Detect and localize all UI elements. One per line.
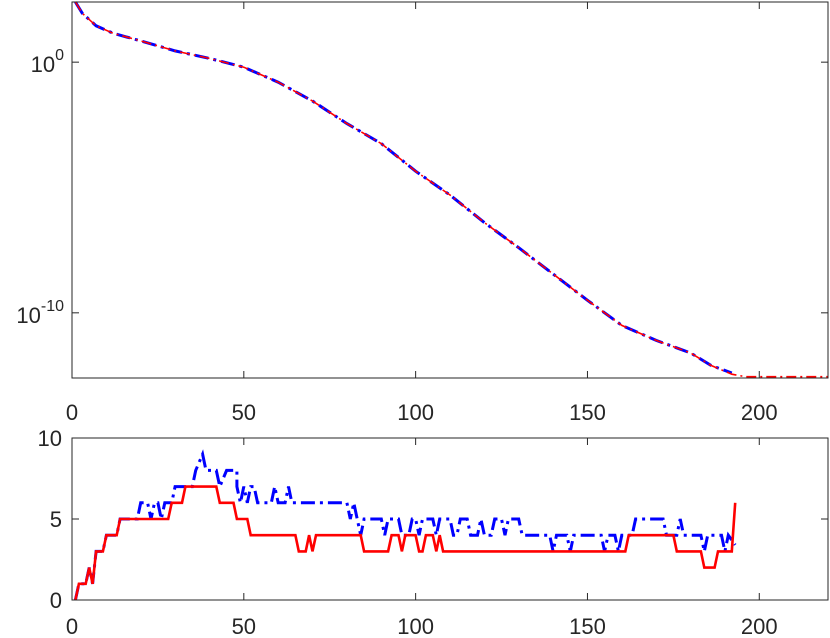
bottom-x-tick-label-100: 100: [397, 614, 434, 638]
bottom-y-tick-label-10: 10: [38, 426, 62, 451]
top-y-tick-label-0: 100: [31, 47, 64, 77]
top-y-tick-label-base-0: 10: [31, 52, 55, 77]
top-y-tick-label-base-1: 10: [16, 303, 40, 328]
top-y-tick-label-exp-1: -10: [41, 298, 64, 315]
bottom-y-tick-labels: 0 5 10: [38, 426, 62, 613]
bottom-x-tick-label-50: 50: [232, 614, 256, 638]
bottom-x-tick-labels: 0 50 100 150 200: [66, 614, 778, 638]
top-series-line-2: [74, 1, 828, 378]
top-y-tick-label-1: 10-10: [16, 298, 64, 328]
bottom-series-line-2: [74, 485, 737, 601]
top-x-tick-label-100: 100: [397, 400, 434, 425]
bottom-series-group: [73, 449, 737, 601]
bottom-x-tick-label-150: 150: [569, 614, 606, 638]
top-x-tick-label-150: 150: [569, 400, 606, 425]
bottom-y-tick-label-0: 0: [50, 588, 62, 613]
bottom-axes: 0 50 100 150 200 0 5 10: [38, 426, 829, 638]
bottom-ticks-group: [71, 437, 828, 601]
top-x-tick-label-50: 50: [232, 400, 256, 425]
bottom-series-line-1: [73, 449, 737, 601]
bottom-x-tick-label-200: 200: [741, 614, 778, 638]
top-ticks-group: [71, 2, 828, 378]
top-x-tick-label-0: 0: [66, 400, 78, 425]
top-series-group: [74, 1, 828, 378]
bottom-x-tick-label-0: 0: [66, 614, 78, 638]
top-x-tick-labels: 0 50 100 150 200: [66, 400, 778, 425]
bottom-y-tick-label-5: 5: [50, 507, 62, 532]
top-x-tick-label-200: 200: [741, 400, 778, 425]
top-y-tick-label-exp-0: 0: [55, 47, 64, 64]
top-axes-frame: [71, 1, 829, 379]
